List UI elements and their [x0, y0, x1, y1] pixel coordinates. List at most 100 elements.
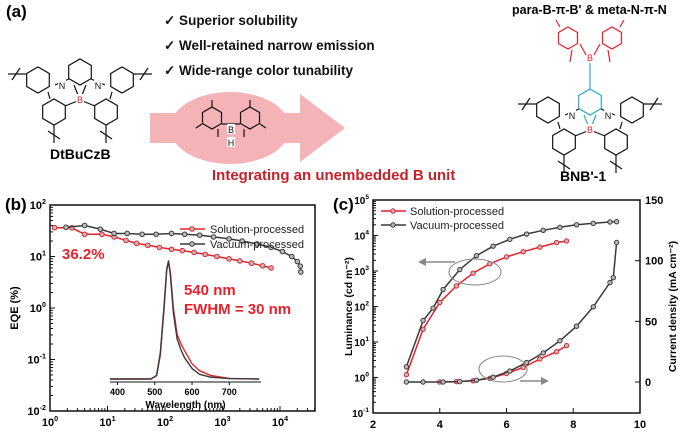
x-tick-label: 6	[503, 419, 509, 431]
data-point	[473, 252, 480, 259]
data-point	[420, 379, 426, 385]
data-point	[573, 323, 580, 329]
atom-B: B	[587, 125, 593, 135]
data-point	[226, 236, 232, 242]
data-point	[81, 231, 88, 238]
data-point	[268, 265, 274, 271]
series-line	[439, 344, 567, 383]
legend-label: Vacuum-processed	[410, 220, 504, 232]
series-line	[405, 220, 617, 368]
x-tick-label: 103	[214, 415, 230, 429]
inset-x-tick-label: 500	[147, 387, 162, 397]
bond	[619, 19, 625, 28]
inset-x-tick-label: 400	[110, 387, 125, 397]
atom-bg	[604, 110, 612, 120]
bond	[569, 49, 573, 63]
data-point	[503, 254, 510, 260]
data-point	[268, 244, 274, 251]
x-tick-label: 4	[437, 419, 444, 431]
y-tick-label: 10-1	[352, 407, 369, 420]
data-point	[239, 238, 245, 244]
y-tick-label: 105	[354, 194, 369, 207]
data-point	[226, 256, 232, 262]
data-point	[590, 304, 596, 310]
feature-item: ✓ Wide-range color tunability	[164, 63, 353, 78]
data-point	[520, 364, 526, 371]
data-point	[420, 326, 426, 332]
data-point	[540, 227, 546, 234]
right-molecule-name: BNB'-1	[560, 168, 607, 184]
data-point	[279, 248, 286, 255]
atom-N: N	[605, 111, 612, 121]
bond	[195, 123, 203, 129]
data-point	[153, 231, 159, 238]
data-point	[294, 258, 301, 265]
ring	[26, 66, 50, 94]
data-point	[202, 251, 208, 258]
ring	[536, 96, 560, 124]
inset-spectrum-line	[110, 260, 260, 380]
data-point	[437, 299, 443, 306]
x-tick-label: 104	[272, 415, 288, 429]
legend-marker	[390, 222, 396, 228]
atom-bg	[58, 80, 66, 90]
data-point	[540, 350, 546, 356]
data-point	[139, 231, 145, 238]
inset-x-tick-label: 600	[185, 387, 200, 397]
data-point	[440, 286, 446, 293]
data-point	[590, 220, 596, 227]
data-point	[297, 263, 304, 269]
x-tick-label: 8	[570, 419, 576, 431]
legend-marker	[189, 241, 195, 247]
atom-B: B	[587, 53, 593, 63]
data-point	[557, 224, 563, 231]
y-tick-label: 10-2	[27, 404, 46, 418]
y-tick-label: 101	[30, 250, 46, 264]
y-tick-label: 103	[354, 265, 369, 278]
bond	[619, 121, 623, 130]
data-point	[470, 270, 476, 276]
data-point	[133, 240, 140, 247]
y-tick-label: 102	[30, 198, 46, 212]
panel-c-label: (c)	[333, 195, 354, 214]
y2-tick-label: 0	[645, 377, 651, 389]
data-point	[237, 258, 243, 264]
atom-N: N	[95, 81, 102, 91]
ring	[110, 66, 134, 94]
data-point	[523, 231, 530, 237]
data-point	[430, 305, 436, 311]
atom-B: B	[77, 95, 83, 105]
eqe-max-annotation: 36.2%	[62, 246, 105, 263]
left-molecule-name: DtBuCzB	[50, 146, 111, 162]
data-point	[457, 378, 463, 385]
bond	[579, 43, 587, 56]
data-point	[181, 231, 188, 238]
data-point	[453, 283, 460, 289]
right-arrow-head	[541, 377, 549, 385]
data-point	[457, 266, 463, 273]
data-point	[613, 218, 620, 225]
bond	[593, 43, 601, 56]
data-point	[297, 269, 304, 275]
bond	[259, 123, 267, 129]
data-point	[51, 224, 58, 231]
data-point	[123, 237, 129, 244]
ring	[239, 106, 261, 130]
data-point	[573, 222, 580, 228]
feature-item: ✓ Superior solubility	[164, 13, 298, 28]
data-point	[563, 238, 570, 244]
fwhm-annotation: FWHM = 30 nm	[184, 301, 291, 318]
data-point	[403, 364, 410, 370]
ring	[68, 58, 92, 86]
data-point	[507, 236, 513, 243]
data-point	[99, 231, 105, 238]
data-point	[403, 371, 410, 378]
data-point	[537, 356, 543, 362]
y-tick-label: 10-1	[27, 353, 46, 367]
bond	[607, 49, 611, 63]
data-point	[168, 230, 175, 237]
data-point	[124, 230, 130, 237]
inset-x-tick-label: 700	[222, 387, 237, 397]
y-axis-label: Luminance (cd m⁻²)	[343, 257, 355, 356]
